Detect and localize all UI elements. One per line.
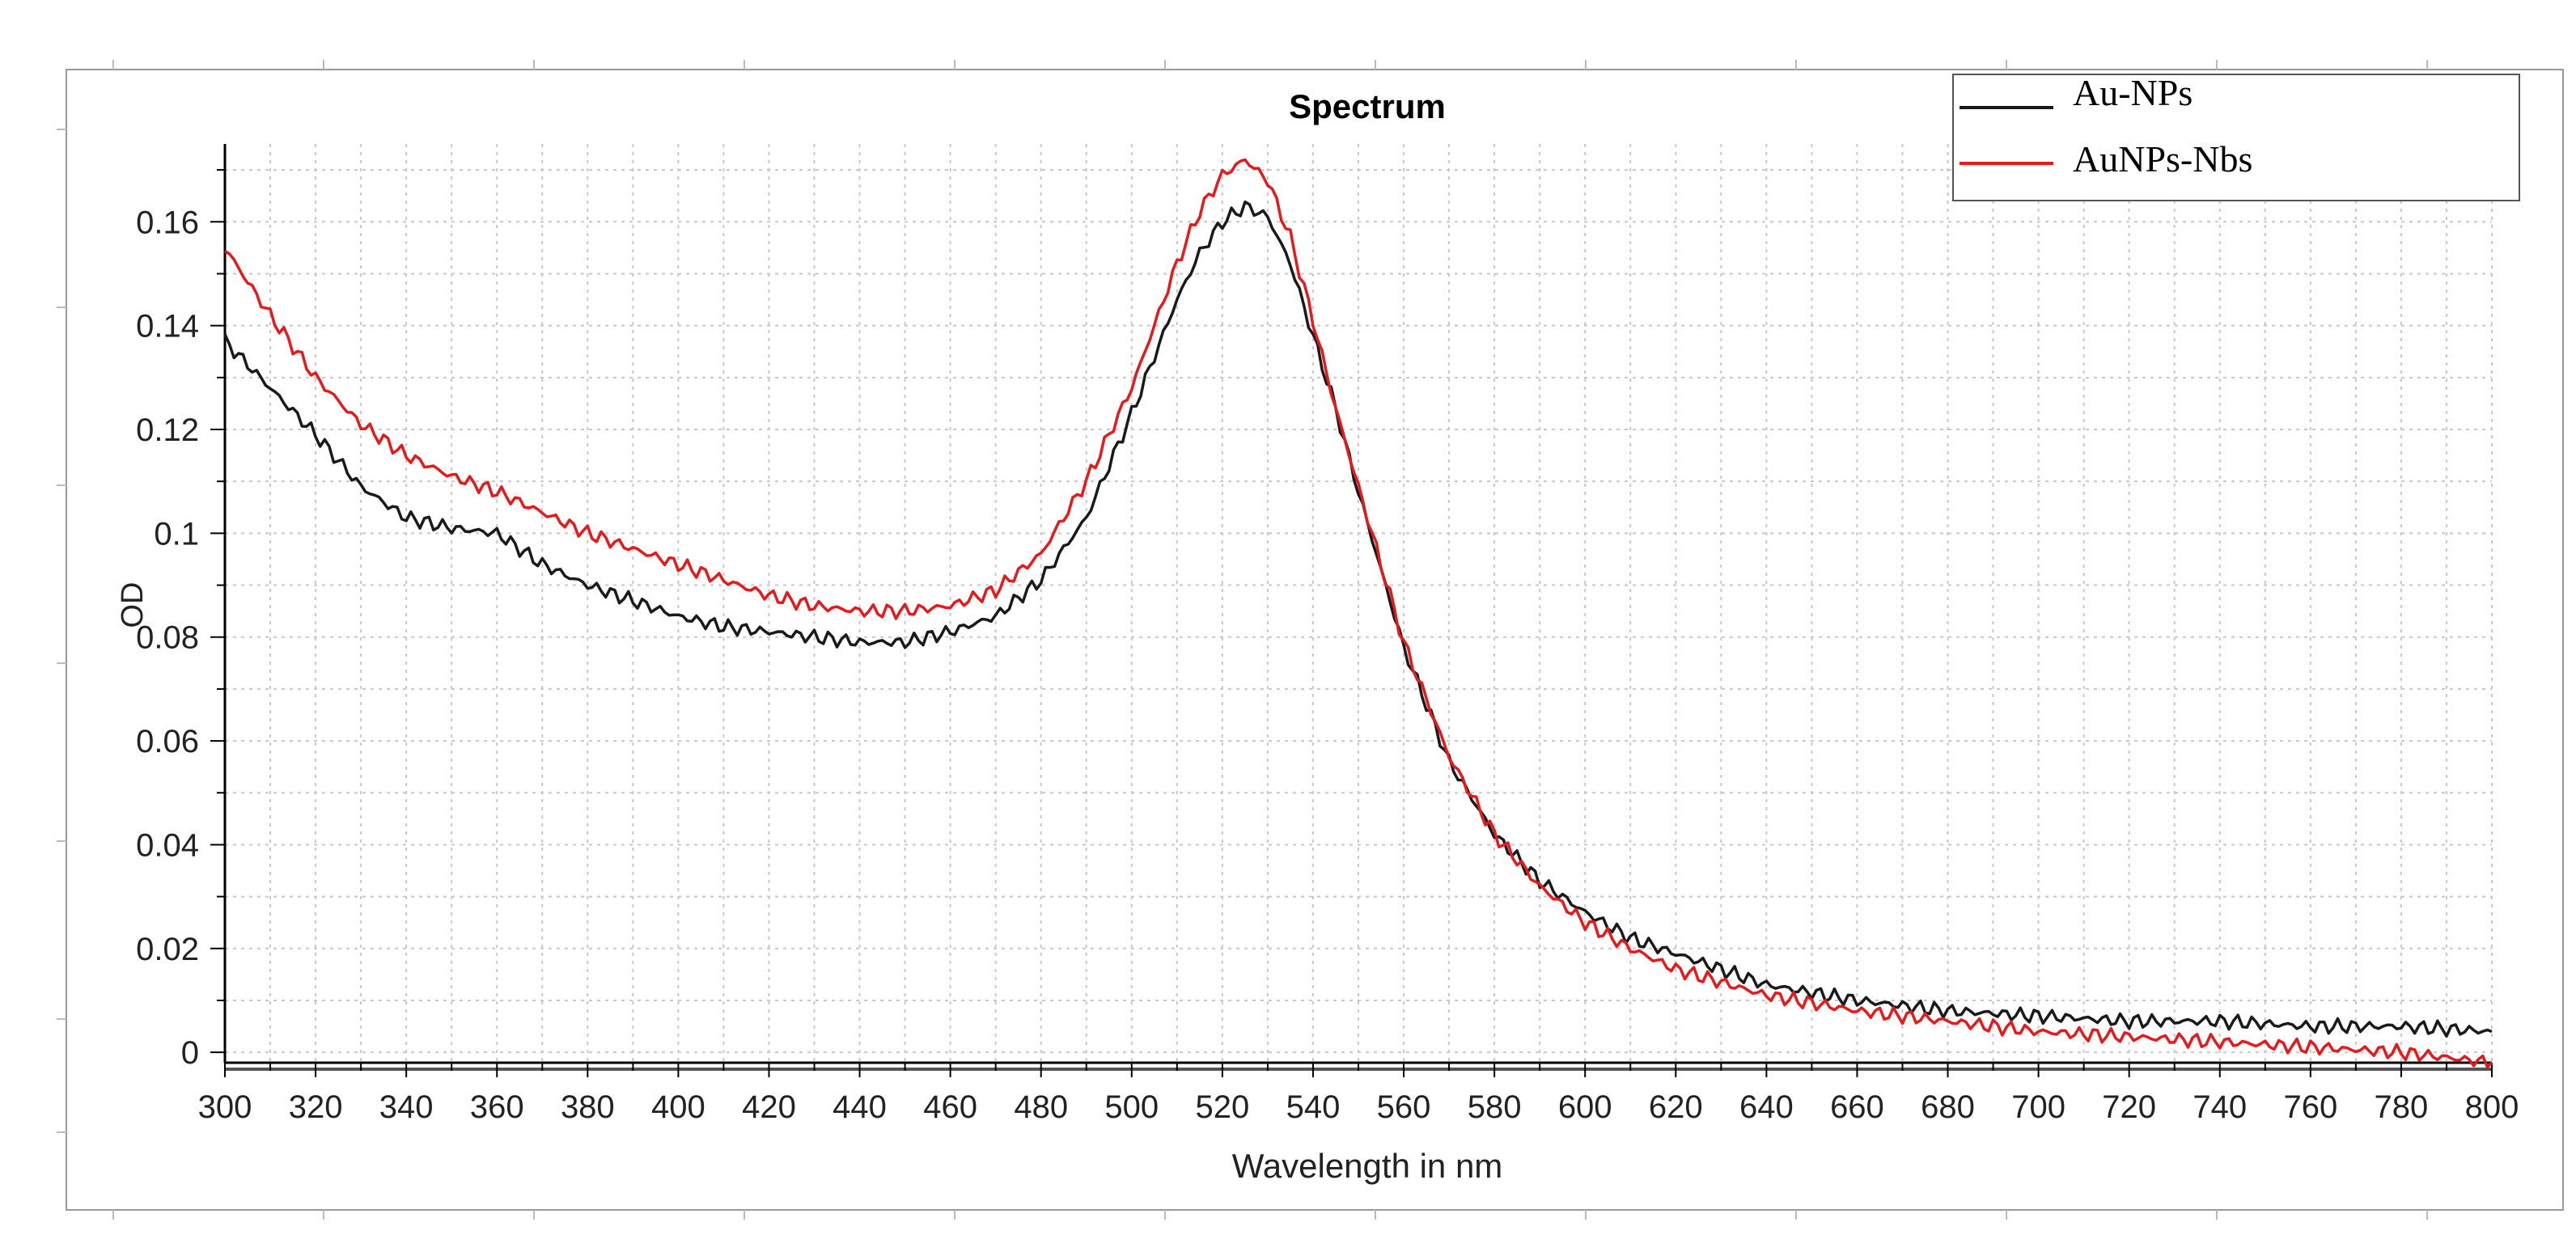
y-tick-label: 0.06 bbox=[136, 724, 199, 759]
x-tick-label: 580 bbox=[1468, 1089, 1522, 1125]
axis-ticks: 300 320 340 360 380 400 420 440 460 480 500 520 540 5… bbox=[136, 169, 2519, 1125]
x-tick-label: 480 bbox=[1014, 1089, 1068, 1125]
x-tick-label: 740 bbox=[2193, 1089, 2247, 1125]
series-line-aunps-nbs bbox=[224, 158, 2493, 1069]
x-axis-label: Wavelength in nm bbox=[1232, 1147, 1503, 1185]
chart-title: Spectrum bbox=[1289, 87, 1446, 125]
y-tick-label: 0.1 bbox=[154, 516, 199, 552]
x-tick-label: 500 bbox=[1104, 1089, 1159, 1125]
y-axis-label: OD bbox=[116, 582, 150, 628]
x-tick-label: 320 bbox=[289, 1089, 343, 1125]
y-tick-label: 0.02 bbox=[136, 932, 199, 967]
y-tick-label: 0 bbox=[181, 1035, 199, 1071]
x-tick-label: 720 bbox=[2102, 1089, 2156, 1125]
y-tick-label: 0.16 bbox=[136, 205, 199, 240]
x-tick-label: 660 bbox=[1830, 1089, 1884, 1125]
legend-box bbox=[1952, 74, 2520, 201]
x-tick-label: 560 bbox=[1377, 1089, 1431, 1125]
legend-label-aunps-nbs: AuNPs-Nbs bbox=[2073, 138, 2252, 180]
y-tick-label: 0.12 bbox=[136, 412, 199, 448]
x-tick-label: 700 bbox=[2011, 1089, 2065, 1125]
x-tick-label: 760 bbox=[2283, 1089, 2337, 1125]
x-tick-label: 400 bbox=[651, 1089, 705, 1125]
x-tick-label: 340 bbox=[379, 1089, 434, 1125]
legend-label-au-nps: Au-NPs bbox=[2073, 72, 2193, 113]
x-tick-label: 420 bbox=[742, 1089, 796, 1125]
x-tick-label: 620 bbox=[1649, 1089, 1703, 1125]
series-line-au-nps bbox=[223, 200, 2493, 1038]
outer-frame bbox=[66, 69, 2564, 1211]
x-tick-label: 380 bbox=[561, 1089, 615, 1125]
series-lines bbox=[223, 158, 2493, 1069]
legend: Au-NPs AuNPs-Nbs bbox=[1952, 72, 2520, 201]
y-tick-label: 0.14 bbox=[136, 309, 199, 345]
x-tick-label: 640 bbox=[1739, 1089, 1794, 1125]
x-tick-label: 460 bbox=[923, 1089, 977, 1125]
x-tick-label: 360 bbox=[470, 1089, 524, 1125]
x-tick-label: 540 bbox=[1286, 1089, 1341, 1125]
y-tick-label: 0.04 bbox=[136, 827, 199, 863]
x-tick-label: 680 bbox=[1921, 1089, 1975, 1125]
x-tick-label: 800 bbox=[2465, 1089, 2519, 1125]
x-tick-label: 520 bbox=[1196, 1089, 1250, 1125]
y-tick-label: 0.08 bbox=[136, 620, 199, 656]
x-tick-label: 600 bbox=[1558, 1089, 1612, 1125]
outer-frame-ticks bbox=[57, 60, 2428, 1220]
x-tick-label: 300 bbox=[198, 1089, 252, 1125]
x-tick-label: 780 bbox=[2375, 1089, 2429, 1125]
x-tick-label: 440 bbox=[833, 1089, 887, 1125]
